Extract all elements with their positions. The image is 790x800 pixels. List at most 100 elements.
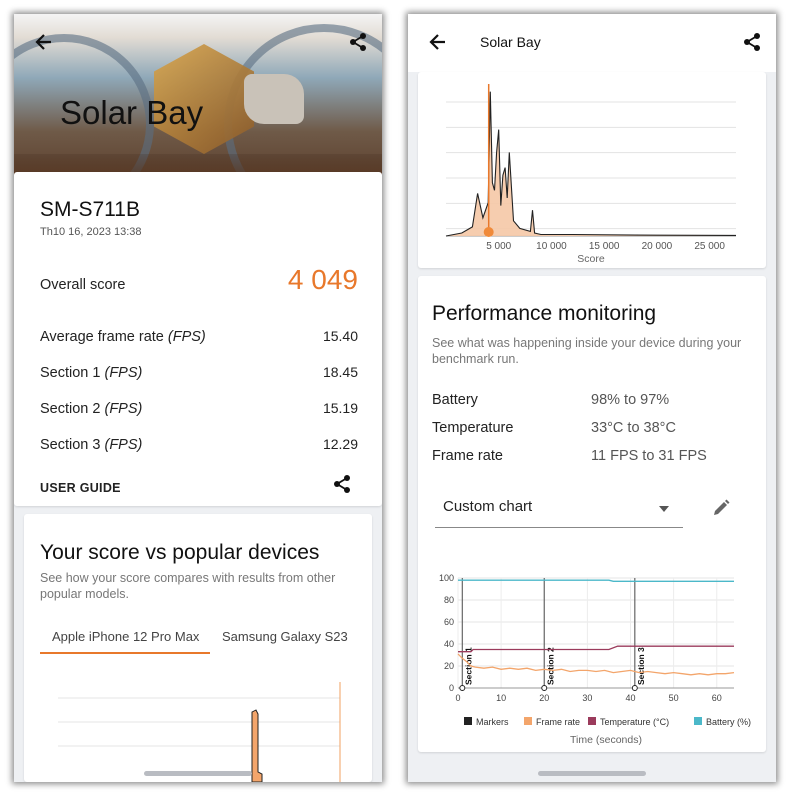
section-marker-label: Section 3 [636, 647, 646, 685]
section-marker-dot [459, 685, 466, 691]
metric-row: Section 1 (FPS) 18.45 [40, 364, 358, 381]
x-tick-label: 60 [712, 693, 722, 703]
performance-subtitle: See what was happening inside your devic… [432, 336, 742, 366]
metric-unit: (FPS) [104, 401, 143, 417]
metric-value: 15.19 [322, 400, 358, 416]
compare-subtitle: See how your score compares with results… [40, 571, 336, 601]
hero-title: Solar Bay [60, 94, 204, 131]
app-bar [408, 14, 776, 72]
x-tick-label: 20 000 [642, 241, 673, 252]
legend-label: Markers [476, 717, 509, 727]
compare-card: Your score vs popular devices See how yo… [24, 514, 372, 782]
x-tick-label: 10 000 [536, 241, 567, 252]
chevron-down-icon [659, 506, 669, 512]
home-indicator [538, 771, 646, 776]
tab-galaxy-s23[interactable]: Samsung Galaxy S23 [222, 629, 348, 644]
your-score-dot [483, 227, 494, 237]
share-icon[interactable] [348, 32, 368, 56]
overall-score-row: Overall score 4 049 [40, 264, 358, 296]
section-marker-dot [541, 685, 548, 691]
x-tick-label: 50 [669, 693, 679, 703]
x-tick-label: 20 [539, 693, 549, 703]
series-line [458, 579, 734, 582]
legend-swatch [588, 717, 596, 725]
right-phone-screen: Solar Bay 5 000 10 000 15 000 20 000 25 000 S… [408, 14, 776, 782]
metric-value: 12.29 [322, 436, 358, 452]
chart-type-select[interactable]: Custom chart [435, 494, 683, 528]
test-datetime: Th10 16, 2023 13:38 [40, 226, 142, 238]
metric-unit: (FPS) [167, 329, 206, 345]
battery-value: 98% to 97% [591, 392, 670, 408]
page-title: Solar Bay [480, 34, 541, 50]
distribution-area [446, 91, 736, 236]
hero-banner: Solar Bay [14, 14, 382, 182]
y-tick-label: 0 [449, 683, 454, 693]
overall-score-value: 4 049 [287, 264, 358, 295]
user-guide-link[interactable]: USER GUIDE [40, 481, 121, 495]
y-tick-label: 60 [444, 617, 454, 627]
x-tick-label: 30 [582, 693, 592, 703]
active-tab-indicator [40, 652, 210, 654]
series-line [458, 645, 734, 653]
temperature-value: 33°C to 38°C [591, 420, 676, 436]
x-tick-label: 10 [496, 693, 506, 703]
chart-type-selected: Custom chart [443, 498, 533, 515]
metric-label: Average frame rate [40, 329, 164, 345]
y-tick-label: 100 [439, 573, 454, 583]
section-marker-label: Section 1 [463, 647, 473, 685]
section-marker-label: Section 2 [545, 647, 555, 685]
performance-card: Performance monitoring See what was happ… [418, 276, 766, 752]
compare-title: Your score vs popular devices [40, 541, 320, 564]
y-tick-label: 20 [444, 661, 454, 671]
legend-label: Temperature (°C) [600, 717, 669, 727]
compare-histogram [58, 682, 341, 782]
metric-label: Section 2 [40, 401, 101, 417]
performance-chart: 0 20 40 60 80 100 0 10 20 30 40 50 60 Section 1 Sectio… [439, 573, 751, 746]
section-marker-dot [631, 685, 638, 691]
metric-value: 18.45 [322, 364, 358, 380]
metric-unit: (FPS) [104, 365, 143, 381]
device-name: SM-S711B [40, 198, 140, 221]
legend-swatch [524, 717, 532, 725]
frame-rate-label: Frame rate [432, 448, 503, 464]
compare-histogram-peak [251, 709, 263, 782]
back-arrow-icon[interactable] [428, 32, 448, 56]
x-tick-label: 0 [455, 693, 460, 703]
y-tick-label: 40 [444, 639, 454, 649]
metric-row: Section 3 (FPS) 12.29 [40, 436, 358, 453]
x-tick-label: 5 000 [486, 241, 511, 252]
performance-title: Performance monitoring [432, 302, 657, 325]
metric-value: 15.40 [322, 328, 358, 344]
score-distribution-chart: 5 000 10 000 15 000 20 000 25 000 Score [445, 84, 737, 265]
metric-row: Average frame rate (FPS) 15.40 [40, 328, 358, 345]
hero-robot [244, 74, 304, 124]
edit-pencil-icon[interactable] [711, 498, 731, 523]
back-arrow-icon[interactable] [34, 32, 54, 56]
tab-iphone-12-pro-max[interactable]: Apple iPhone 12 Pro Max [52, 629, 200, 644]
result-card: SM-S711B Th10 16, 2023 13:38 Overall sco… [14, 172, 382, 506]
metric-label: Section 1 [40, 365, 101, 381]
legend-label: Battery (%) [706, 717, 751, 727]
series-line [457, 653, 735, 676]
score-distribution-card: 5 000 10 000 15 000 20 000 25 000 Score [418, 72, 766, 268]
metric-unit: (FPS) [104, 437, 143, 453]
legend-swatch [464, 717, 472, 725]
frame-rate-value: 11 FPS to 31 FPS [591, 448, 707, 464]
metric-row: Section 2 (FPS) 15.19 [40, 400, 358, 417]
home-indicator [144, 771, 252, 776]
legend-swatch [694, 717, 702, 725]
legend-label: Frame rate [536, 717, 580, 727]
x-axis-title: Score [577, 253, 605, 265]
y-tick-label: 80 [444, 595, 454, 605]
x-axis-title: Time (seconds) [570, 734, 642, 746]
share-icon[interactable] [742, 32, 762, 56]
share-result-icon[interactable] [332, 474, 352, 499]
overall-score-label: Overall score [40, 277, 126, 293]
temperature-label: Temperature [432, 420, 514, 436]
distribution-line [445, 91, 737, 237]
metric-label: Section 3 [40, 437, 101, 453]
x-tick-label: 15 000 [589, 241, 620, 252]
battery-label: Battery [432, 392, 478, 408]
x-tick-label: 40 [625, 693, 635, 703]
x-tick-label: 25 000 [694, 241, 725, 252]
